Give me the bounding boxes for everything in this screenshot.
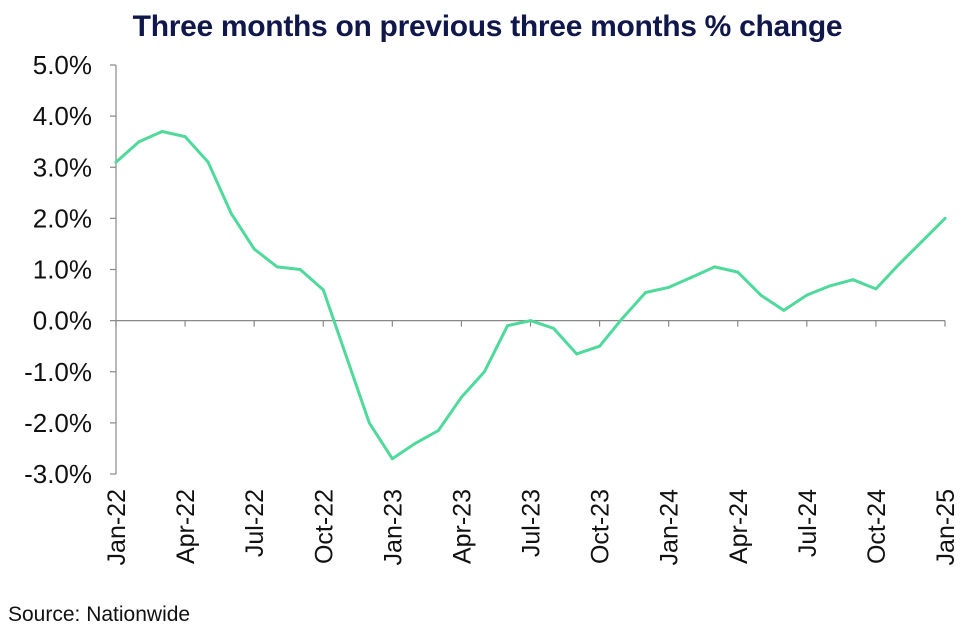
data-point: [552, 326, 555, 330]
x-tick-label: Oct-22: [310, 489, 338, 564]
x-tick-label: Jan-22: [103, 489, 131, 565]
data-point: [114, 160, 118, 164]
y-tick-label: 0.0%: [33, 306, 92, 336]
data-point: [160, 130, 164, 133]
x-tick-label: Jan-25: [932, 489, 960, 565]
y-axis: 5.0% 4.0% 3.0% 2.0% 1.0% 0.0% -1.0% -2.0% -3.0%: [24, 50, 117, 489]
chart-title: Three months on previous three months % …: [132, 10, 843, 43]
data-point: [575, 352, 578, 356]
data-point: [437, 429, 440, 432]
data-point: [598, 344, 601, 348]
data-point: [206, 160, 210, 164]
data-point: [644, 291, 647, 294]
data-point: [529, 319, 532, 322]
x-tick-label: Jul-24: [794, 489, 822, 557]
data-point: [621, 316, 624, 320]
data-point: [759, 293, 763, 297]
data-point: [897, 263, 901, 266]
data-point: [874, 287, 878, 291]
line-chart: 5.0%4.0%3.0%2.0%1.0%0.0%-1.0%-2.0%-3.0% …: [24, 50, 960, 566]
y-tick-label: 5.0%: [33, 50, 92, 80]
data-point: [920, 240, 924, 243]
data-point: [367, 421, 371, 425]
x-tick-label: Jan-23: [379, 489, 407, 565]
data-point: [506, 324, 509, 328]
series-line: [114, 130, 947, 461]
data-point: [736, 270, 740, 274]
y-tick-label: -3.0%: [24, 459, 92, 489]
plot-area: [114, 130, 947, 461]
data-point: [414, 441, 417, 445]
x-tick-label: Jul-22: [241, 489, 269, 557]
data-point: [137, 140, 141, 144]
x-tick-label: Oct-24: [863, 489, 891, 564]
data-point: [460, 395, 463, 399]
data-point: [851, 278, 855, 282]
x-tick-label: Oct-23: [587, 489, 615, 564]
data-point: [805, 293, 809, 297]
y-tick-label: -2.0%: [24, 408, 92, 438]
y-tick-label: 4.0%: [33, 101, 92, 131]
y-tick-label: -1.0%: [24, 357, 92, 387]
data-point: [690, 275, 694, 279]
y-tick-label: 1.0%: [33, 255, 92, 285]
x-axis: Jan-22 Apr-22 Jul-22 Oct-22 Jan-23 Apr-23 Jul-…: [103, 320, 960, 566]
data-point: [667, 286, 671, 289]
y-tick-label: 3.0%: [33, 152, 92, 182]
data-point: [390, 457, 394, 461]
source-note: Source: Nationwide: [8, 603, 191, 626]
data-point: [275, 265, 279, 269]
data-point: [252, 247, 256, 251]
data-point: [321, 288, 325, 292]
data-point: [483, 370, 486, 374]
data-point: [183, 135, 187, 139]
data-point: [229, 211, 233, 215]
data-point: [782, 309, 786, 312]
data-point: [713, 265, 717, 269]
data-point: [344, 355, 348, 358]
y-tick-label: 2.0%: [33, 203, 92, 233]
data-point: [943, 217, 947, 220]
x-tick-label: Apr-23: [448, 489, 476, 564]
data-point: [298, 268, 302, 271]
x-tick-label: Apr-22: [172, 489, 200, 564]
x-tick-label: Jul-23: [518, 489, 546, 557]
data-point: [828, 284, 832, 288]
x-tick-label: Jan-24: [656, 489, 684, 566]
x-tick-label: Apr-24: [725, 489, 753, 564]
